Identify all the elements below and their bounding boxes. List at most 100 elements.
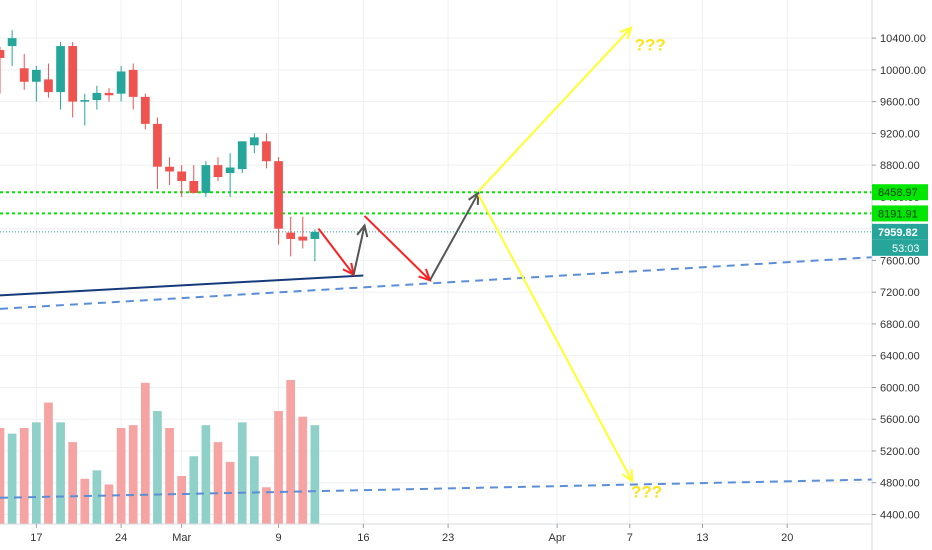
candle-body [140, 96, 150, 124]
projection-arrow-head [621, 469, 634, 484]
volume-bar [262, 487, 271, 524]
x-tick-label: 24 [115, 532, 127, 544]
candle-body [201, 165, 211, 193]
projection-arrow-head [356, 223, 369, 238]
level-lines [0, 191, 872, 233]
y-tick-label: 5200.00 [880, 446, 920, 458]
candle-body [153, 123, 162, 167]
candle-body [19, 68, 29, 82]
candle-body [225, 167, 235, 174]
countdown-badge [872, 239, 928, 256]
volume-bar [68, 442, 78, 524]
annotation-text: ??? [635, 35, 666, 54]
y-tick-label: 9600.00 [880, 97, 920, 109]
projection-arrow [317, 228, 355, 276]
candle-body [104, 92, 114, 96]
trend-line-solid [0, 274, 364, 297]
volume-bar [286, 380, 296, 524]
trend-line-dashed [0, 256, 873, 310]
volume-bar [128, 425, 138, 524]
y-tick-label: 7200.00 [880, 287, 920, 299]
projection-arrow [477, 27, 632, 193]
countdown-label: 53:03 [892, 243, 920, 255]
candle-body [213, 165, 223, 178]
candle-body [274, 161, 283, 229]
y-tick-label: 6000.00 [880, 382, 920, 394]
volume-bar [201, 425, 211, 524]
volume-bar [140, 382, 150, 524]
volume-bar [189, 456, 199, 524]
y-tick-label: 10000.00 [880, 65, 926, 77]
annotation-text: ??? [631, 482, 662, 501]
level-badge-label: 8458.97 [878, 187, 918, 199]
y-tick-label: 4800.00 [880, 478, 920, 490]
candle-body [189, 181, 199, 193]
volume-bar [7, 433, 17, 524]
candle-body [310, 231, 320, 239]
volume-bar [0, 428, 5, 524]
x-tick-label: 17 [30, 532, 42, 544]
volume-bar [274, 411, 283, 524]
trend-line-dashed [0, 478, 873, 499]
volume-bar [213, 442, 223, 524]
volume-bar [56, 422, 65, 524]
x-tick-label: 23 [442, 532, 454, 544]
y-tick-label: 6800.00 [880, 319, 920, 331]
projection-arrow [352, 225, 366, 275]
volume-bar [153, 411, 162, 524]
candle-body [165, 166, 174, 172]
volume-bar [177, 476, 187, 524]
y-tick-label: 5600.00 [880, 414, 920, 426]
y-tick-label: 4400.00 [880, 509, 920, 521]
volume-bar [165, 428, 174, 524]
y-tick-label: 6400.00 [880, 351, 920, 363]
x-tick-label: 9 [275, 532, 281, 544]
current-price-badge [872, 223, 928, 240]
x-tick-label: Apr [549, 532, 566, 544]
projection-arrow-head [619, 26, 633, 40]
volume-bar [237, 422, 247, 524]
candles [0, 30, 320, 262]
candle-body [286, 232, 296, 239]
projection-arrow [363, 215, 431, 281]
candle-body [249, 137, 259, 146]
annotations: ?????? [631, 35, 666, 501]
y-tick-label: 8800.00 [880, 160, 920, 172]
candle-body [31, 69, 41, 82]
y-tick-label: 10400.00 [880, 33, 926, 45]
projection-arrow-head [468, 190, 480, 205]
candle-body [80, 100, 90, 102]
candle-body [7, 38, 17, 47]
volume-bar [44, 402, 53, 524]
volume-bar [298, 416, 308, 524]
y-tick-label: 9200.00 [880, 128, 920, 140]
candle-body [262, 141, 271, 162]
volume-bar [310, 425, 320, 524]
candle-body [0, 50, 5, 58]
volume-bar [104, 484, 114, 524]
candle-body [92, 92, 102, 101]
y-tick-label: 7600.00 [880, 255, 920, 267]
volume-bar [249, 456, 259, 524]
projection-arrow [477, 194, 634, 482]
x-tick-label: 16 [357, 532, 369, 544]
candle-body [177, 171, 187, 182]
volume-bar [19, 428, 29, 524]
x-tick-label: 20 [781, 532, 793, 544]
volume-bar [80, 478, 90, 524]
candle-body [128, 69, 138, 97]
level-badge-label: 8191.91 [878, 208, 918, 220]
x-tick-label: 7 [627, 532, 633, 544]
projection-arrows [317, 26, 634, 484]
volume-bar [116, 428, 126, 524]
candle-body [44, 79, 53, 93]
candle-body [237, 141, 247, 170]
volume-bar [31, 422, 41, 524]
candle-body [298, 236, 308, 241]
trend-lines [0, 256, 873, 499]
level-badge [872, 205, 928, 222]
projection-arrow [429, 192, 480, 281]
x-tick-label: Mar [172, 532, 191, 544]
price-badges: 8458.97 8191.91 7959.82 53:03 [872, 184, 928, 256]
